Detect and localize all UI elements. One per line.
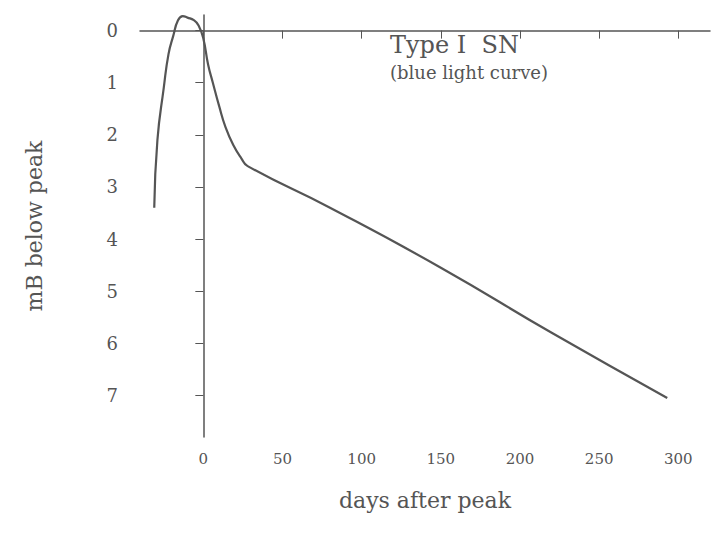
svg-text:mB below peak: mB below peak	[22, 140, 47, 311]
svg-text:0: 0	[107, 20, 118, 41]
svg-text:150: 150	[427, 450, 456, 468]
svg-text:Type I SN: Type I SN	[390, 31, 519, 59]
svg-text:100: 100	[347, 450, 376, 468]
svg-text:2: 2	[107, 124, 118, 145]
svg-text:7: 7	[107, 385, 118, 406]
svg-text:0: 0	[199, 450, 209, 468]
svg-text:(blue light curve): (blue light curve)	[390, 62, 548, 83]
svg-text:3: 3	[107, 176, 118, 197]
svg-text:days after peak: days after peak	[339, 488, 512, 513]
svg-text:250: 250	[585, 450, 614, 468]
svg-text:6: 6	[107, 333, 118, 354]
svg-text:50: 50	[273, 450, 292, 468]
svg-text:1: 1	[107, 72, 118, 93]
svg-text:5: 5	[107, 281, 118, 302]
svg-text:200: 200	[506, 450, 535, 468]
svg-text:300: 300	[664, 450, 693, 468]
svg-text:4: 4	[107, 229, 118, 250]
